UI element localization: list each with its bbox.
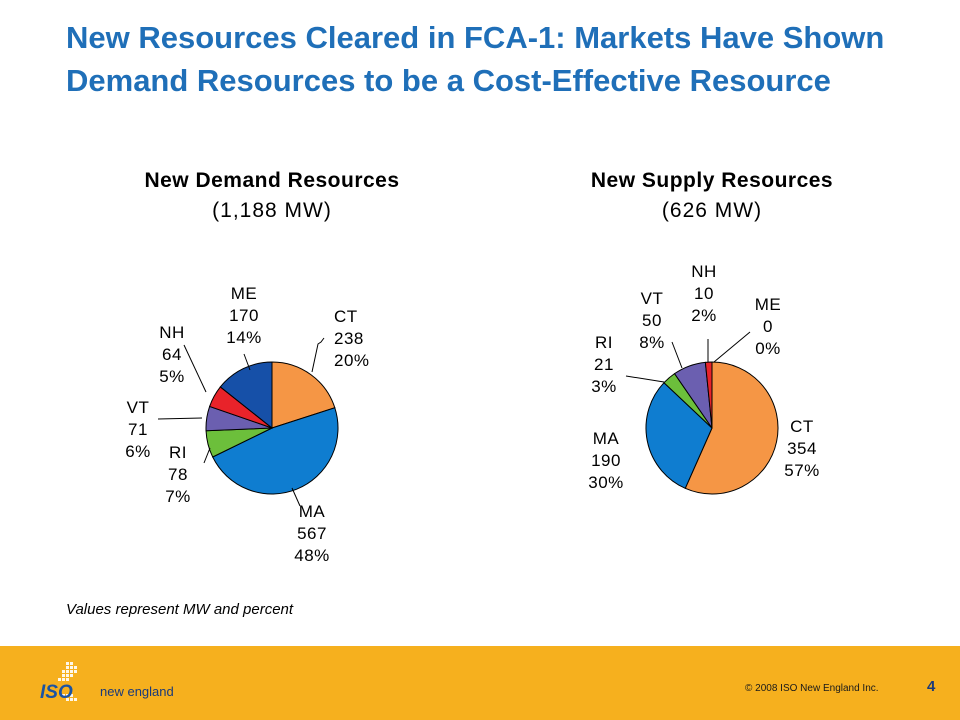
copyright-text: © 2008 ISO New England Inc. <box>745 683 879 694</box>
supply-label-nh: NH 10 2% <box>691 262 717 325</box>
supply-slice-ma <box>645 381 713 489</box>
demand-label-me-line-1: 170 <box>229 306 259 325</box>
demand-leader-line-nh <box>183 344 207 393</box>
demand-pie-chart: CT 238 20% MA 567 48% RI 78 7% VT 71 6% NH 64 5% ME 170 1… <box>125 284 369 565</box>
demand-label-vt-line-0: VT <box>127 398 150 417</box>
demand-leader-line-ri <box>203 447 211 464</box>
chart-note: Values represent MW and percent <box>66 601 294 618</box>
supply-label-me-line-0: ME <box>755 295 782 314</box>
supply-label-ma-line-0: MA <box>593 429 620 448</box>
supply-pie-chart: CT 354 57% MA 190 30% RI 21 3% VT 50 8% NH 10 2% ME 0 0% <box>588 262 820 495</box>
demand-label-ct: CT 238 20% <box>334 307 370 370</box>
demand-slice-ct <box>271 361 336 429</box>
supply-label-ma-line-1: 190 <box>591 451 621 470</box>
demand-label-ma-line-2: 48% <box>294 546 330 565</box>
demand-slice-me <box>219 361 273 430</box>
supply-leader-line-vt <box>671 341 683 369</box>
demand-label-nh-line-2: 5% <box>159 367 185 386</box>
demand-leader-line-vt <box>157 417 203 420</box>
supply-label-ri-line-2: 3% <box>591 377 617 396</box>
demand-label-ri-line-1: 78 <box>168 465 188 484</box>
demand-label-ri-line-2: 7% <box>165 487 191 506</box>
supply-label-vt: VT 50 8% <box>639 289 665 352</box>
supply-leader-line-ri <box>625 375 665 383</box>
supply-label-vt-line-0: VT <box>641 289 664 308</box>
supply-label-ri-line-1: 21 <box>594 355 614 374</box>
supply-label-vt-line-1: 50 <box>642 311 662 330</box>
demand-label-nh-line-0: NH <box>159 323 185 342</box>
supply-chart-heading: New Supply Resources (626 MW) <box>522 166 902 226</box>
logo-tagline: new england <box>100 684 174 699</box>
supply-leader-line-me <box>713 331 751 363</box>
page-number: 4 <box>927 678 936 695</box>
demand-label-vt: VT 71 6% <box>125 398 151 461</box>
supply-label-ma-line-2: 30% <box>588 473 624 492</box>
new-england-map-icon <box>58 662 77 701</box>
demand-label-ri: RI 78 7% <box>165 443 191 506</box>
supply-label-ma: MA 190 30% <box>588 429 624 492</box>
logo-iso-text: ISO <box>40 682 73 703</box>
demand-label-me-line-0: ME <box>231 284 258 303</box>
demand-label-vt-line-2: 6% <box>125 442 151 461</box>
demand-leader-line-ma <box>291 487 301 507</box>
demand-leader-line-ct <box>311 337 325 373</box>
demand-label-ma-line-0: MA <box>299 502 326 521</box>
supply-label-me: ME 0 0% <box>755 295 782 358</box>
demand-chart-heading: New Demand Resources (1,188 MW) <box>82 166 462 226</box>
demand-label-me-line-2: 14% <box>226 328 262 347</box>
supply-label-ct-line-0: CT <box>790 417 814 436</box>
demand-label-ma: MA 567 48% <box>294 502 330 565</box>
supply-label-me-line-2: 0% <box>755 339 781 358</box>
footer-bar <box>0 646 960 720</box>
iso-new-england-logo: ISO new england <box>36 660 196 708</box>
demand-chart-title: New Demand Resources <box>144 169 400 192</box>
demand-leader-line-me <box>243 353 251 371</box>
supply-label-vt-line-2: 8% <box>639 333 665 352</box>
demand-label-vt-line-1: 71 <box>128 420 148 439</box>
supply-label-ct: CT 354 57% <box>784 417 820 480</box>
supply-label-ri: RI 21 3% <box>591 333 617 396</box>
demand-label-ct-line-0: CT <box>334 307 358 326</box>
demand-label-ri-line-0: RI <box>169 443 187 462</box>
demand-label-ma-line-1: 567 <box>297 524 327 543</box>
demand-label-me: ME 170 14% <box>226 284 262 347</box>
supply-label-nh-line-1: 10 <box>694 284 714 303</box>
pie-charts: CT 238 20% MA 567 48% RI 78 7% VT 71 6% NH 64 5% ME 170 1… <box>125 262 820 565</box>
demand-slice-ma <box>212 407 339 495</box>
supply-label-ct-line-1: 354 <box>787 439 817 458</box>
supply-slice-ct <box>684 361 779 495</box>
supply-label-ri-line-0: RI <box>595 333 613 352</box>
supply-label-nh-line-0: NH <box>691 262 717 281</box>
supply-chart-title: New Supply Resources <box>590 169 834 192</box>
demand-label-ct-line-1: 238 <box>334 329 364 348</box>
demand-label-ct-line-2: 20% <box>334 351 370 370</box>
supply-label-ct-line-2: 57% <box>784 461 820 480</box>
supply-chart-subtitle: (626 MW) <box>661 199 763 222</box>
supply-label-nh-line-2: 2% <box>691 306 717 325</box>
demand-label-nh-line-1: 64 <box>162 345 182 364</box>
demand-chart-subtitle: (1,188 MW) <box>212 199 332 222</box>
slide-title: New Resources Cleared in FCA-1: Markets … <box>66 20 885 98</box>
supply-label-me-line-1: 0 <box>763 317 773 336</box>
demand-label-nh: NH 64 5% <box>159 323 185 386</box>
